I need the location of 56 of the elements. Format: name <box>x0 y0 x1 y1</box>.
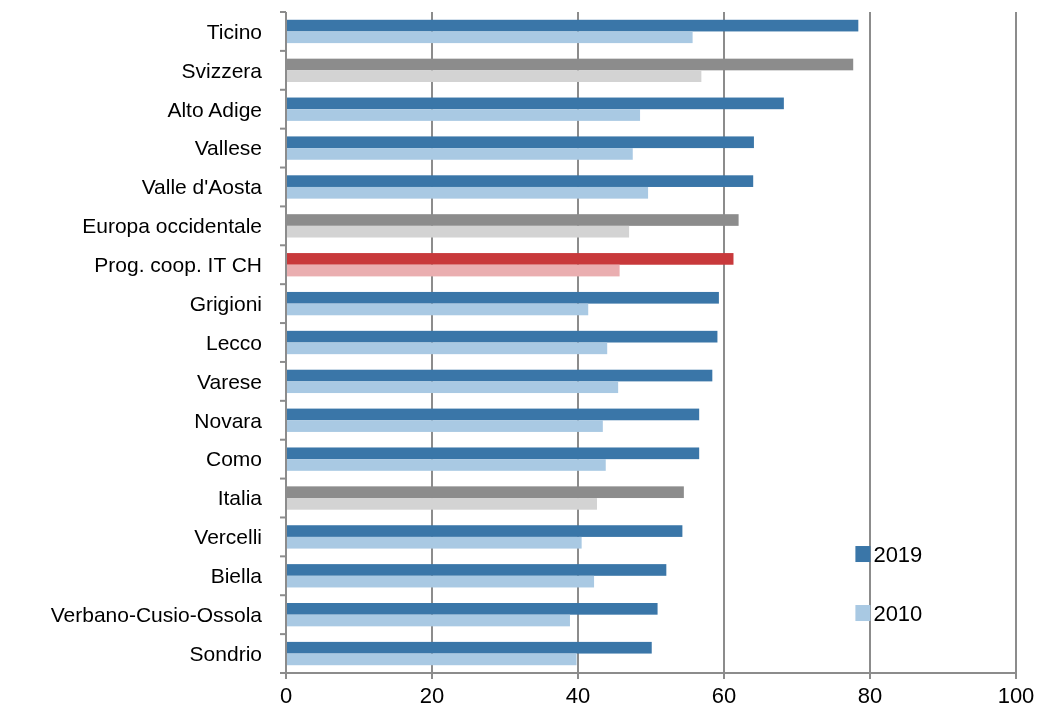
y-tick-label: Sondrio <box>189 641 262 665</box>
y-tick-label: Alto Adige <box>167 97 262 121</box>
bar <box>286 31 693 44</box>
bar <box>286 536 582 549</box>
bar <box>286 369 713 382</box>
x-tick-label: 20 <box>419 683 445 708</box>
bar <box>286 447 700 460</box>
x-tick-label: 0 <box>279 683 293 708</box>
bar <box>286 408 700 421</box>
bar <box>286 19 859 32</box>
y-tick-label: Varese <box>197 369 262 393</box>
y-tick-label: Vercelli <box>194 525 262 549</box>
bar <box>286 564 667 576</box>
y-tick-label: Biella <box>210 564 263 588</box>
bar <box>286 342 608 355</box>
y-tick-label: Novara <box>194 408 263 432</box>
y-tick-label: Italia <box>217 486 263 510</box>
y-tick-label: Svizzera <box>181 58 263 82</box>
y-tick-label: Como <box>205 447 262 471</box>
y-tick-label: Europa occidentale <box>82 214 262 238</box>
bar <box>286 109 641 121</box>
y-tick-label: Ticino <box>206 19 262 43</box>
bar <box>286 653 577 666</box>
x-tick-label: 100 <box>997 683 1035 708</box>
x-tick-label: 80 <box>857 683 883 708</box>
bar <box>286 264 620 277</box>
bar <box>286 330 718 343</box>
bar <box>286 148 633 160</box>
bar <box>286 420 603 432</box>
x-tick-label: 40 <box>565 683 591 708</box>
bar <box>286 303 589 316</box>
legend-label: 2010 <box>873 600 923 626</box>
y-tick-label: Prog. coop. IT CH <box>94 253 262 277</box>
bar <box>286 70 702 82</box>
y-tick-label: Verbano-Cusio-Ossola <box>50 603 263 627</box>
bar <box>286 459 606 471</box>
bar <box>286 575 595 588</box>
bar <box>286 498 597 510</box>
bar <box>286 381 619 394</box>
bar <box>286 175 754 187</box>
bar <box>286 253 734 265</box>
bar <box>286 225 630 238</box>
y-tick-label: Grigioni <box>189 291 262 315</box>
bar <box>286 641 652 654</box>
x-tick-label: 60 <box>711 683 737 708</box>
y-tick-label: Vallese <box>194 136 262 160</box>
bar <box>286 291 719 304</box>
bar <box>286 525 683 537</box>
bar <box>286 186 649 199</box>
bar <box>286 614 570 627</box>
legend-label: 2019 <box>873 541 923 567</box>
bar <box>286 603 658 615</box>
y-tick-label: Valle d'Aosta <box>141 175 263 199</box>
bar <box>286 97 784 110</box>
bar <box>286 136 754 149</box>
y-tick-label: Lecco <box>205 330 262 354</box>
